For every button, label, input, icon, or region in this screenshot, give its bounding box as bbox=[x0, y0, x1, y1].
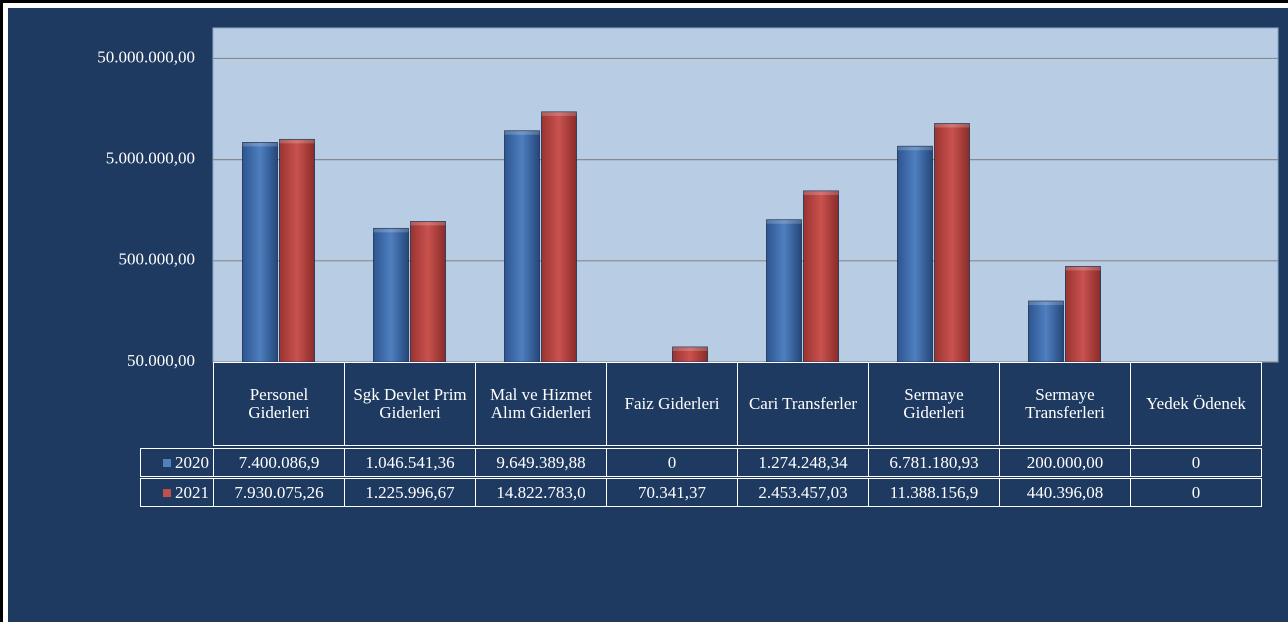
table-value: 7.930.075,26 bbox=[213, 478, 345, 507]
bar-cap bbox=[279, 139, 315, 144]
table-value: 1.274.248,34 bbox=[737, 448, 869, 477]
bar-cap bbox=[504, 130, 540, 135]
bar-cap bbox=[803, 190, 839, 195]
bar-cap bbox=[897, 146, 933, 151]
table-value: 9.649.389,88 bbox=[475, 448, 607, 477]
table-value: 7.400.086,9 bbox=[213, 448, 345, 477]
table-value: 6.781.180,93 bbox=[868, 448, 1000, 477]
bar-cap bbox=[242, 142, 278, 147]
bar bbox=[242, 142, 278, 363]
table-value: 0 bbox=[606, 448, 738, 477]
category-label: Cari Transferler bbox=[737, 362, 869, 446]
category-label: Sermaye Giderleri bbox=[868, 362, 1000, 446]
bar bbox=[934, 123, 970, 363]
bar-cap bbox=[672, 347, 708, 352]
legend-entry: 2020 bbox=[140, 448, 214, 477]
table-value: 70.341,37 bbox=[606, 478, 738, 507]
plot-area bbox=[212, 27, 1279, 363]
bar bbox=[279, 138, 315, 363]
table-value: 11.388.156,9 bbox=[868, 478, 1000, 507]
bar-cap bbox=[766, 219, 802, 224]
y-tick-label: 50.000,00 bbox=[127, 351, 195, 370]
category-label: Personel Giderleri bbox=[213, 362, 345, 446]
table-value: 0 bbox=[1130, 478, 1262, 507]
y-tick-label: 5.000.000,00 bbox=[106, 149, 195, 168]
bar bbox=[897, 145, 933, 363]
table-value: 2.453.457,03 bbox=[737, 478, 869, 507]
bar-cap bbox=[1065, 266, 1101, 271]
bar bbox=[766, 219, 802, 363]
bar bbox=[410, 221, 446, 363]
category-label: Yedek Ödenek bbox=[1130, 362, 1262, 446]
bar bbox=[541, 111, 577, 363]
bar bbox=[504, 130, 540, 363]
legend-label: 2021 bbox=[175, 482, 209, 502]
bar bbox=[373, 227, 409, 363]
bar bbox=[1028, 300, 1064, 363]
bar-cap bbox=[541, 111, 577, 116]
bar-cap bbox=[373, 228, 409, 233]
bar bbox=[1065, 265, 1101, 363]
bar-cap bbox=[410, 221, 446, 226]
y-tick-label: 500.000,00 bbox=[119, 250, 196, 269]
table-value: 200.000,00 bbox=[999, 448, 1131, 477]
category-label: Mal ve Hizmet Alım Giderleri bbox=[475, 362, 607, 446]
category-label: Sgk Devlet Prim Giderleri bbox=[344, 362, 476, 446]
legend-label: 2020 bbox=[175, 452, 209, 472]
legend-entry: 2021 bbox=[140, 478, 214, 507]
bar-cap bbox=[1028, 301, 1064, 306]
y-tick-label: 50.000.000,00 bbox=[97, 47, 195, 66]
bar-cap bbox=[934, 123, 970, 128]
category-label: Faiz Giderleri bbox=[606, 362, 738, 446]
legend-swatch bbox=[163, 458, 171, 467]
table-value: 440.396,08 bbox=[999, 478, 1131, 507]
bar bbox=[803, 190, 839, 363]
table-value: 1.046.541,36 bbox=[344, 448, 476, 477]
category-label: Sermaye Transferleri bbox=[999, 362, 1131, 446]
table-value: 0 bbox=[1130, 448, 1262, 477]
table-value: 1.225.996,67 bbox=[344, 478, 476, 507]
legend-swatch bbox=[163, 488, 171, 497]
table-value: 14.822.783,0 bbox=[475, 478, 607, 507]
